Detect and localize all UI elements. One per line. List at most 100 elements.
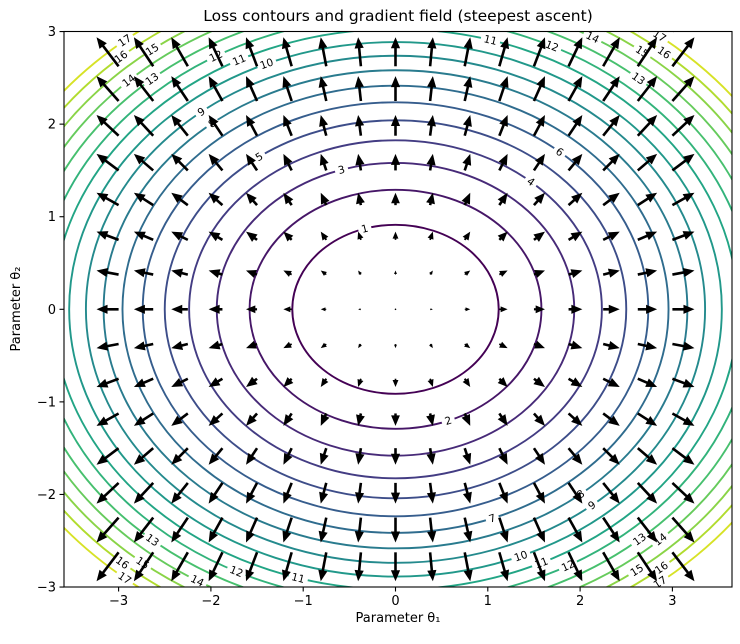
x-tick-label: 3 xyxy=(668,594,676,609)
gradient-arrow-head xyxy=(498,153,508,166)
gradient-arrow-head xyxy=(96,492,108,504)
gradient-arrow-head xyxy=(246,231,258,242)
gradient-arrow-head xyxy=(356,192,365,205)
gradient-arrow-head xyxy=(535,305,545,314)
gradient-arrow-head xyxy=(319,491,329,504)
gradient-arrow-head xyxy=(390,115,401,127)
gradient-arrow-head xyxy=(463,37,473,49)
x-axis-label: Parameter θ₁ xyxy=(356,611,441,626)
gradient-arrow-head xyxy=(684,569,695,582)
gradient-arrow-head xyxy=(608,304,620,314)
gradient-arrow-shaft xyxy=(603,31,605,33)
gradient-arrow-head xyxy=(171,530,182,543)
gradient-arrow-head xyxy=(392,231,399,239)
contour-label-5: 5 xyxy=(254,151,266,165)
gradient-arrow-head xyxy=(208,530,219,543)
contour-label-gap-6 xyxy=(550,143,569,161)
contour-label-gap-13 xyxy=(141,529,164,551)
gradient-arrow-head xyxy=(461,413,471,426)
gradient-arrow-head xyxy=(573,37,583,50)
gradient-arrow-head xyxy=(571,415,583,426)
gradient-arrow-head xyxy=(390,570,401,582)
gradient-arrow-head xyxy=(282,530,292,543)
gradient-arrow-head xyxy=(208,37,218,50)
gradient-arrow-head xyxy=(571,192,583,204)
gradient-arrow-head xyxy=(611,0,620,10)
x-tick-label: −3 xyxy=(109,594,128,609)
gradient-arrow-head xyxy=(283,377,294,388)
contour-label-gap-16 xyxy=(652,42,676,64)
gradient-arrow-head xyxy=(534,192,545,205)
gradient-arrow-head xyxy=(426,153,436,166)
gradient-arrow-head xyxy=(573,569,583,582)
gradient-arrow-head xyxy=(500,569,510,582)
gradient-arrow-head xyxy=(133,492,145,504)
gradient-arrow-head xyxy=(281,569,291,582)
gradient-arrow-head xyxy=(684,37,695,49)
gradient-arrow-head xyxy=(246,376,258,388)
gradient-arrow-head xyxy=(282,76,292,89)
contour-label-gap-13 xyxy=(627,68,650,89)
gradient-arrow-head xyxy=(133,304,145,314)
gradient-arrow-shaft xyxy=(186,31,188,33)
gradient-arrow-head xyxy=(497,414,508,426)
contour-label-1: 1 xyxy=(360,223,369,236)
contour-label-gap-14 xyxy=(186,571,209,587)
contour-label-gap-10 xyxy=(255,55,278,73)
contour-label-2: 2 xyxy=(443,415,453,428)
gradient-arrow xyxy=(394,308,397,311)
gradient-arrow-head xyxy=(464,609,473,621)
gradient-arrow-head xyxy=(645,416,658,426)
gradient-arrow-head xyxy=(648,608,658,620)
gradient-arrow-head xyxy=(97,0,107,10)
gradient-arrow-head xyxy=(394,344,397,349)
gradient-arrow-head xyxy=(572,491,583,504)
contour-label-gap-1 xyxy=(356,221,373,236)
gradient-arrow-head xyxy=(645,378,658,388)
gradient-arrow-head xyxy=(536,37,546,50)
gradient-arrow-head xyxy=(246,153,256,166)
gradient-arrow-head xyxy=(462,115,472,127)
gradient-arrow-head xyxy=(96,416,109,426)
gradient-arrow-head xyxy=(497,377,508,388)
contour-label-12: 12 xyxy=(543,39,560,55)
gradient-arrow-head xyxy=(283,491,292,504)
gradient-arrow-head xyxy=(426,492,436,504)
gradient-arrow-head xyxy=(462,378,471,388)
gradient-arrow-head xyxy=(208,153,220,166)
gradient-arrow-head xyxy=(208,453,220,465)
y-tick-label: 1 xyxy=(48,210,56,225)
contour-label-10: 10 xyxy=(259,56,276,72)
gradient-arrow-head xyxy=(96,231,109,240)
gradient-arrow-head xyxy=(571,453,583,465)
gradient-arrow-head xyxy=(355,453,365,465)
gradient-arrow-head xyxy=(610,37,620,50)
gradient-arrow-head xyxy=(647,569,658,582)
contour-label-gap-10 xyxy=(509,547,532,565)
gradient-arrow-head xyxy=(246,305,256,314)
gradient-arrow-head xyxy=(499,491,508,504)
gradient-arrow-head xyxy=(535,115,545,127)
gradient-arrow-head xyxy=(96,115,108,126)
gradient-arrow-head xyxy=(683,304,695,314)
gradient-arrow-head xyxy=(426,115,436,127)
gradient-arrow-head xyxy=(318,569,328,582)
gradient-arrow-head xyxy=(281,37,291,50)
contour-label-10: 10 xyxy=(513,549,530,565)
gradient-arrow-head xyxy=(133,76,145,88)
contour-label-gap-11 xyxy=(287,570,310,586)
gradient-arrow-head xyxy=(354,76,364,88)
gradient-arrow-head xyxy=(390,37,401,49)
gradient-arrow-head xyxy=(497,231,508,242)
contour-label-gap-7 xyxy=(484,510,501,526)
gradient-arrow-head xyxy=(682,341,695,351)
contour-label-gap-15 xyxy=(625,560,649,581)
gradient-arrow-head xyxy=(171,492,182,504)
gradient-arrow-head xyxy=(246,76,255,89)
gradient-arrow-head xyxy=(683,531,695,543)
y-tick-label: 0 xyxy=(48,303,56,318)
y-tick-label: 2 xyxy=(48,118,56,133)
contour-label-gap-2 xyxy=(440,413,457,429)
gradient-arrow-head xyxy=(390,531,401,543)
